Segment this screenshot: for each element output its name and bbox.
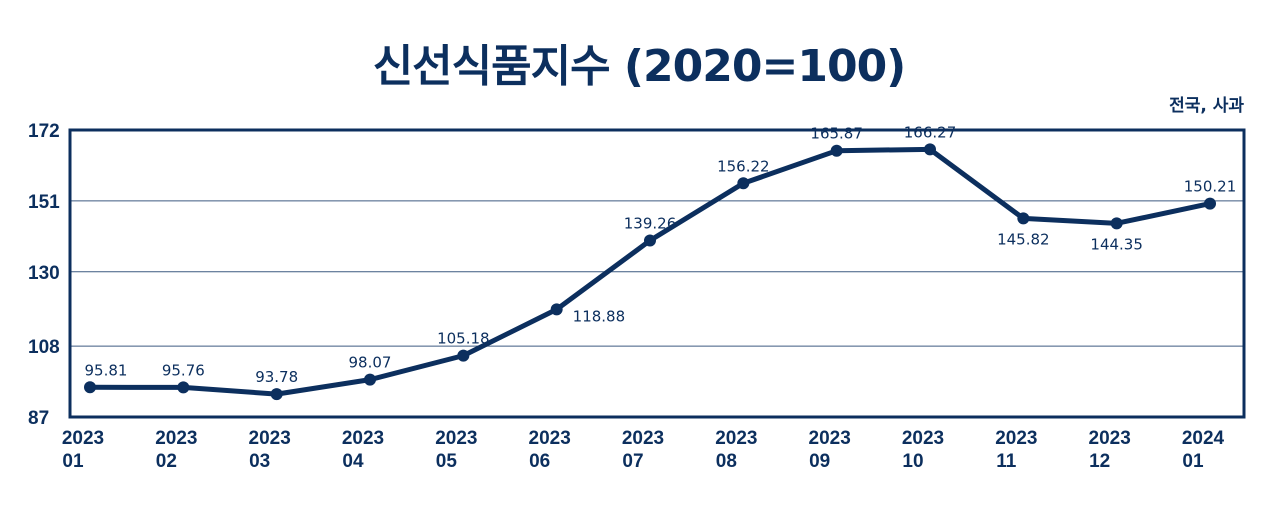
x-tick-label: 2023 10 [902,428,944,472]
data-point [1017,212,1030,225]
data-label: 156.22 [717,157,770,175]
y-tick-label: 130 [28,263,60,284]
x-tick-label: 2023 04 [342,428,384,472]
data-point [177,381,190,394]
data-label: 95.76 [162,361,205,379]
data-point [457,349,470,362]
data-label: 144.35 [1090,235,1143,253]
x-tick-label: 2023 07 [622,428,664,472]
data-label: 118.88 [573,307,626,325]
data-point [364,373,376,386]
x-tick-label: 2023 02 [155,428,197,472]
data-point [644,234,656,247]
data-label: 165.87 [810,125,863,143]
data-point [550,303,563,316]
data-point [1204,197,1216,210]
data-label: 105.18 [437,330,490,348]
data-label: 145.82 [997,230,1050,248]
data-label: 166.27 [904,123,957,141]
data-label: 150.21 [1184,178,1237,196]
plot-frame [68,128,1246,419]
x-tick-label: 2023 05 [435,428,477,472]
data-point [270,388,283,401]
x-tick-label: 2023 06 [529,428,571,472]
y-tick-label: 151 [28,192,60,213]
x-tick-label: 2023 09 [809,428,851,472]
data-point [84,381,96,394]
data-label: 95.81 [85,361,128,379]
data-point [830,144,843,157]
x-tick-label: 2023 01 [62,428,104,472]
x-tick-label: 2024 01 [1182,428,1225,472]
data-label: 139.26 [624,215,677,233]
x-tick-label: 2023 12 [1089,428,1131,472]
data-point [737,177,750,190]
x-tick-label: 2023 08 [715,428,757,472]
y-tick-label: 108 [28,337,60,358]
x-tick-label: 2023 11 [995,428,1037,472]
chart-title: 신선식품지수 (2020=100) [372,41,907,92]
data-point [924,143,936,156]
y-tick-label: 87 [28,408,49,429]
y-tick-label: 172 [28,121,60,142]
x-tick-label: 2023 03 [249,428,291,472]
data-point [1110,217,1123,230]
chart-subtitle: 전국, 사과 [1169,96,1244,116]
data-label: 98.07 [349,354,392,372]
data-label: 93.78 [255,368,298,386]
